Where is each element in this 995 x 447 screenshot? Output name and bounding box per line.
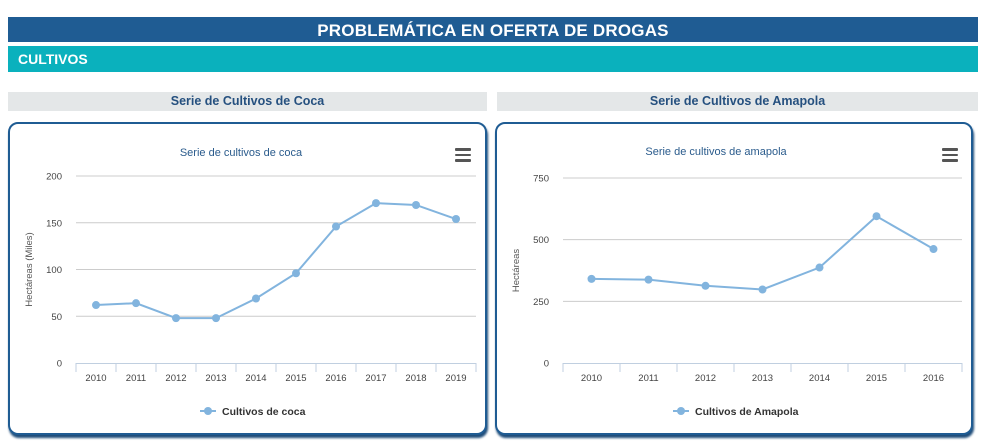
y-axis-label: Hectáreas (Miles) [24,232,35,306]
amapola-chart: Serie de cultivos de amapola 0 250 500 750 20… [511,146,963,418]
x-tick-label: 2011 [126,373,146,384]
data-point [252,294,260,303]
x-tick-label: 2019 [445,373,466,384]
data-point [929,245,938,254]
y-tick-label: 100 [46,265,62,276]
data-point [132,299,140,308]
x-tick-label: 2018 [405,373,426,384]
data-point [701,281,710,290]
series-line [95,202,457,320]
series-line [591,215,934,291]
data-point [172,314,180,323]
hamburger-menu-icon[interactable] [942,148,958,162]
data-point [412,200,420,209]
y-tick-label: 750 [533,174,549,185]
x-tick-label: 2017 [365,373,386,384]
y-tick-label: 150 [46,218,62,229]
y-tick-label: 50 [51,312,62,323]
legend-marker [677,407,685,415]
data-point [452,215,460,224]
x-tick-label: 2010 [85,373,106,384]
amapola-chart-card: Serie de cultivos de amapola 0 250 500 750 20… [495,122,973,435]
y-tick-label: 250 [533,297,549,308]
chart-title: Serie de cultivos de coca [180,147,303,159]
data-point [587,274,596,283]
data-point [372,199,380,208]
data-point [92,301,100,310]
x-tick-label: 2015 [866,373,887,384]
x-tick-label: 2012 [695,373,716,384]
hamburger-menu-icon[interactable] [455,148,471,162]
coca-panel-heading: Serie de Cultivos de Coca [8,92,487,111]
y-tick-label: 500 [533,235,549,246]
x-tick-label: 2014 [245,373,266,384]
x-tick-label: 2015 [285,373,306,384]
section-title: CULTIVOS [8,46,978,72]
x-tick-label: 2010 [581,373,602,384]
y-axis-label: Hectáreas [511,249,522,293]
legend-label: Cultivos de coca [222,406,306,418]
coca-chart-card: Serie de cultivos de coca 0 50 100 150 200 201… [8,122,487,435]
data-point [758,285,767,294]
x-tick-label: 2014 [809,373,830,384]
data-point [332,222,340,231]
coca-chart: Serie de cultivos de coca 0 50 100 150 200 201… [24,147,477,418]
y-tick-label: 0 [544,359,549,370]
data-point [815,263,824,272]
x-tick-label: 2012 [165,373,186,384]
legend-marker [204,407,212,415]
y-tick-label: 200 [46,172,62,183]
data-point [212,314,220,323]
chart-title: Serie de cultivos de amapola [645,146,787,158]
data-point [292,269,300,278]
x-tick-label: 2011 [638,373,658,384]
x-tick-label: 2016 [923,373,944,384]
amapola-panel-heading: Serie de Cultivos de Amapola [497,92,978,111]
y-tick-label: 0 [57,359,62,370]
page-title: PROBLEMÁTICA EN OFERTA DE DROGAS [8,17,978,42]
data-point [644,275,653,284]
legend-label: Cultivos de Amapola [695,406,799,418]
data-point [872,212,881,221]
x-tick-label: 2016 [325,373,346,384]
x-tick-label: 2013 [205,373,226,384]
x-tick-label: 2013 [752,373,773,384]
